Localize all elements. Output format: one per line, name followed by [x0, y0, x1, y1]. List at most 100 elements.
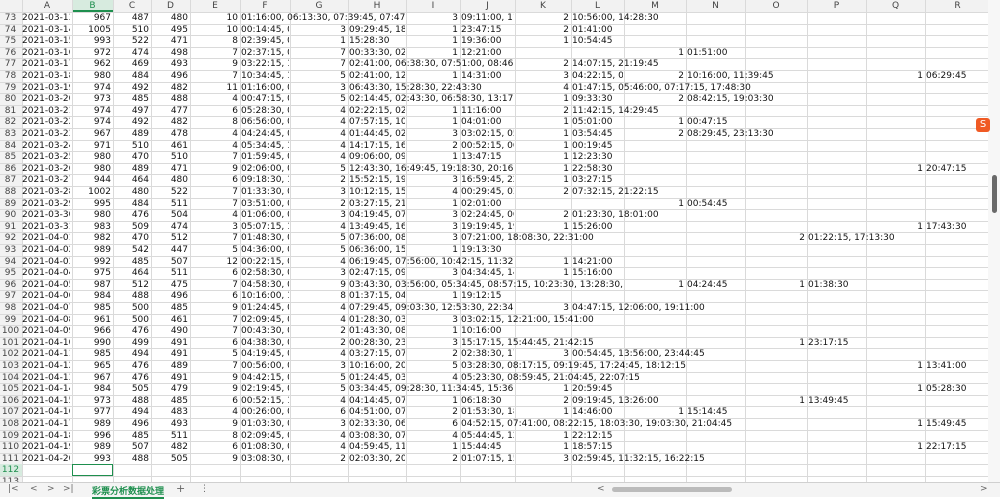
cell[interactable]: 2021-03-31 — [22, 221, 70, 232]
cell[interactable]: 02:33:30, 06: — [349, 419, 405, 429]
cell[interactable]: 7 — [232, 326, 238, 337]
cell[interactable]: 2021-04-08 — [22, 314, 70, 325]
cell[interactable]: 967 — [93, 372, 111, 383]
scroll-left[interactable]: < — [597, 484, 605, 494]
cell[interactable]: 1 — [452, 291, 458, 302]
cell[interactable]: 09:06:00, 09: — [349, 152, 405, 163]
cell[interactable]: 05:28:30 — [926, 384, 967, 395]
cell[interactable]: 7 — [232, 187, 238, 197]
cell[interactable]: 04:52:15, 07:41:00, 08:22:15, 18:03:30, … — [461, 419, 733, 429]
add-sheet-button[interactable]: + — [176, 482, 186, 495]
cell[interactable]: 13:41:00 — [926, 361, 967, 371]
cell[interactable]: 01:48:30, 05 — [241, 233, 289, 244]
cell[interactable]: 1 — [563, 442, 569, 453]
cell[interactable]: 23:17:15 — [808, 337, 849, 348]
cell[interactable]: 03:22:15, 11 — [241, 59, 289, 70]
cell[interactable]: 14:46:00 — [572, 407, 613, 418]
cell[interactable]: 464 — [131, 268, 149, 279]
cell[interactable]: 2021-04-18 — [22, 430, 70, 441]
cell[interactable]: 2021-04-19 — [22, 442, 70, 453]
cell[interactable]: 2021-04-20 — [22, 453, 70, 464]
cell[interactable]: 2021-03-19 — [22, 82, 70, 93]
cell[interactable]: 510 — [131, 24, 149, 35]
cell[interactable]: 2021-04-01 — [22, 233, 70, 244]
cell[interactable]: 1 — [563, 94, 569, 105]
cell[interactable]: 10:12:15, 15: — [349, 187, 405, 197]
cell[interactable]: 1 — [563, 117, 569, 128]
cell[interactable]: 05:01:00 — [572, 117, 613, 128]
cell[interactable]: 488 — [170, 94, 188, 105]
cell[interactable]: 01:59:45, 02 — [241, 152, 289, 163]
cell[interactable]: 2021-03-14 — [22, 24, 70, 35]
cell[interactable]: 01:44:45, 02: — [349, 129, 405, 139]
cell[interactable]: 02:59:45, 11:32:15, 16:22:15 — [572, 453, 705, 464]
cell[interactable]: 491 — [170, 372, 188, 383]
cell[interactable]: 2021-03-20 — [22, 94, 70, 105]
cell[interactable]: 476 — [131, 361, 149, 371]
cell[interactable]: 6 — [232, 395, 238, 406]
cell[interactable]: 510 — [131, 140, 149, 151]
cell[interactable]: 961 — [93, 314, 111, 325]
cell[interactable]: 984 — [93, 291, 111, 302]
cell[interactable]: 488 — [131, 395, 149, 406]
cell[interactable]: 965 — [93, 361, 111, 371]
cell[interactable]: 02:06:00, 02 — [241, 163, 289, 174]
cell[interactable]: 12:21:00 — [461, 47, 502, 58]
cell[interactable]: 470 — [131, 152, 149, 163]
cell[interactable]: 04:19:45, 07: — [349, 210, 405, 221]
cell[interactable]: 3 — [452, 337, 458, 348]
cell[interactable]: 504 — [170, 210, 188, 221]
cell[interactable]: 07:29:45, 09:03:30, 12:53:30, 22:34:45 — [349, 303, 514, 313]
cell[interactable]: 20:47:15 — [926, 163, 967, 174]
cell[interactable]: 09:29:45, 18: — [349, 24, 405, 35]
cell[interactable]: 482 — [170, 117, 188, 128]
cell[interactable]: 7 — [232, 198, 238, 209]
cell[interactable]: 19:12:15 — [461, 291, 502, 302]
cell[interactable]: 07:36:00, 08: — [349, 233, 405, 244]
last-sheet-button[interactable]: >| — [63, 484, 74, 494]
cell[interactable]: 977 — [93, 407, 111, 418]
cell[interactable]: 2 — [563, 13, 569, 23]
cell[interactable]: 5 — [232, 349, 238, 360]
cell[interactable]: 498 — [170, 47, 188, 58]
cell[interactable]: 01:28:30, 03: — [349, 314, 405, 325]
cell[interactable]: 492 — [131, 82, 149, 93]
cell[interactable]: 989 — [93, 442, 111, 453]
cell[interactable]: 485 — [170, 303, 188, 313]
cell[interactable]: 496 — [131, 419, 149, 429]
cell[interactable]: 04:22:15, 08: — [572, 71, 623, 81]
cell[interactable]: 08:29:45, 23:13:30 — [687, 129, 774, 139]
cell[interactable]: 15:44:45 — [461, 442, 502, 453]
cell[interactable]: 1 — [678, 407, 684, 418]
cell[interactable]: 478 — [170, 129, 188, 139]
cell[interactable]: 4 — [340, 349, 346, 360]
cell[interactable]: 11:42:15, 14:29:45 — [572, 105, 659, 116]
cell[interactable]: 10:54:45 — [572, 36, 613, 47]
cell[interactable]: 1 — [799, 395, 805, 406]
cell[interactable]: 4 — [563, 82, 569, 93]
cell[interactable]: 461 — [170, 140, 188, 151]
cell[interactable]: 2 — [678, 129, 684, 139]
cell[interactable]: 489 — [131, 163, 149, 174]
cell[interactable]: 1 — [452, 36, 458, 47]
cell[interactable]: 10:34:45, 13 — [241, 71, 289, 81]
cell[interactable]: 07:57:15, 10: — [349, 117, 405, 128]
cell[interactable]: 1 — [452, 395, 458, 406]
cell[interactable]: 02:01:00 — [461, 198, 502, 209]
cell[interactable]: 973 — [93, 395, 111, 406]
cell[interactable]: 15:26:00 — [572, 221, 613, 232]
cell[interactable]: 1 — [452, 105, 458, 116]
cell[interactable]: 500 — [131, 303, 149, 313]
cell[interactable]: 5 — [340, 245, 346, 255]
cell[interactable]: 6 — [232, 175, 238, 186]
cell[interactable]: 980 — [93, 210, 111, 221]
cell[interactable]: 00:19:45 — [572, 140, 613, 151]
cell[interactable]: 01:16:00, 06:13:30, 07:39:45, 07:47:15 — [241, 13, 405, 23]
cell[interactable]: 00:54:45, 13:56:00, 23:44:45 — [572, 349, 705, 360]
cell[interactable]: 15:14:45 — [687, 407, 728, 418]
cell[interactable]: 19:13:30 — [461, 245, 502, 255]
cell[interactable]: 1 — [452, 117, 458, 128]
cell[interactable]: 973 — [93, 94, 111, 105]
cell[interactable]: 1 — [917, 419, 923, 429]
first-sheet-button[interactable]: |< — [8, 484, 19, 494]
